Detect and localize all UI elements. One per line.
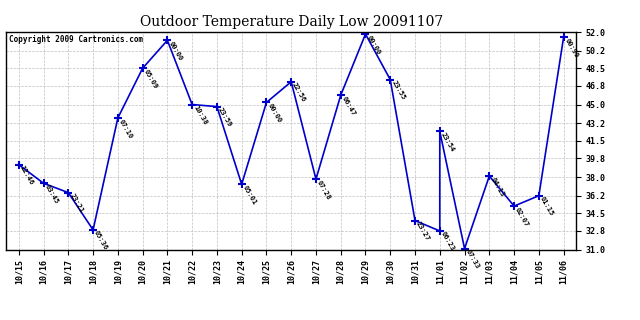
Text: 00:00: 00:00 [266,102,282,124]
Text: 10:38: 10:38 [192,105,208,126]
Text: Copyright 2009 Cartronics.com: Copyright 2009 Cartronics.com [9,35,143,44]
Text: 01:15: 01:15 [539,196,555,217]
Text: 12:46: 12:46 [19,164,35,186]
Text: 03:45: 03:45 [44,183,60,205]
Title: Outdoor Temperature Daily Low 20091107: Outdoor Temperature Daily Low 20091107 [140,15,443,29]
Text: 05:36: 05:36 [93,230,109,251]
Text: 23:55: 23:55 [390,80,406,101]
Text: 04:13: 04:13 [490,176,505,197]
Text: 05:09: 05:09 [143,68,159,90]
Text: 23:54: 23:54 [440,132,456,153]
Text: 00:00: 00:00 [168,40,183,62]
Text: 23:21: 23:21 [68,193,84,214]
Text: 07:10: 07:10 [118,118,134,140]
Text: 07:33: 07:33 [465,249,481,270]
Text: 23:27: 23:27 [415,220,431,242]
Text: 22:56: 22:56 [291,82,307,103]
Text: 23:59: 23:59 [217,107,233,128]
Text: 00:90: 00:90 [564,37,579,59]
Text: 00:00: 00:00 [365,34,381,55]
Text: 05:01: 05:01 [242,184,257,206]
Text: 06:23: 06:23 [440,231,456,252]
Text: 07:28: 07:28 [316,179,332,201]
Text: 02:07: 02:07 [514,206,530,228]
Text: 06:47: 06:47 [340,95,356,116]
